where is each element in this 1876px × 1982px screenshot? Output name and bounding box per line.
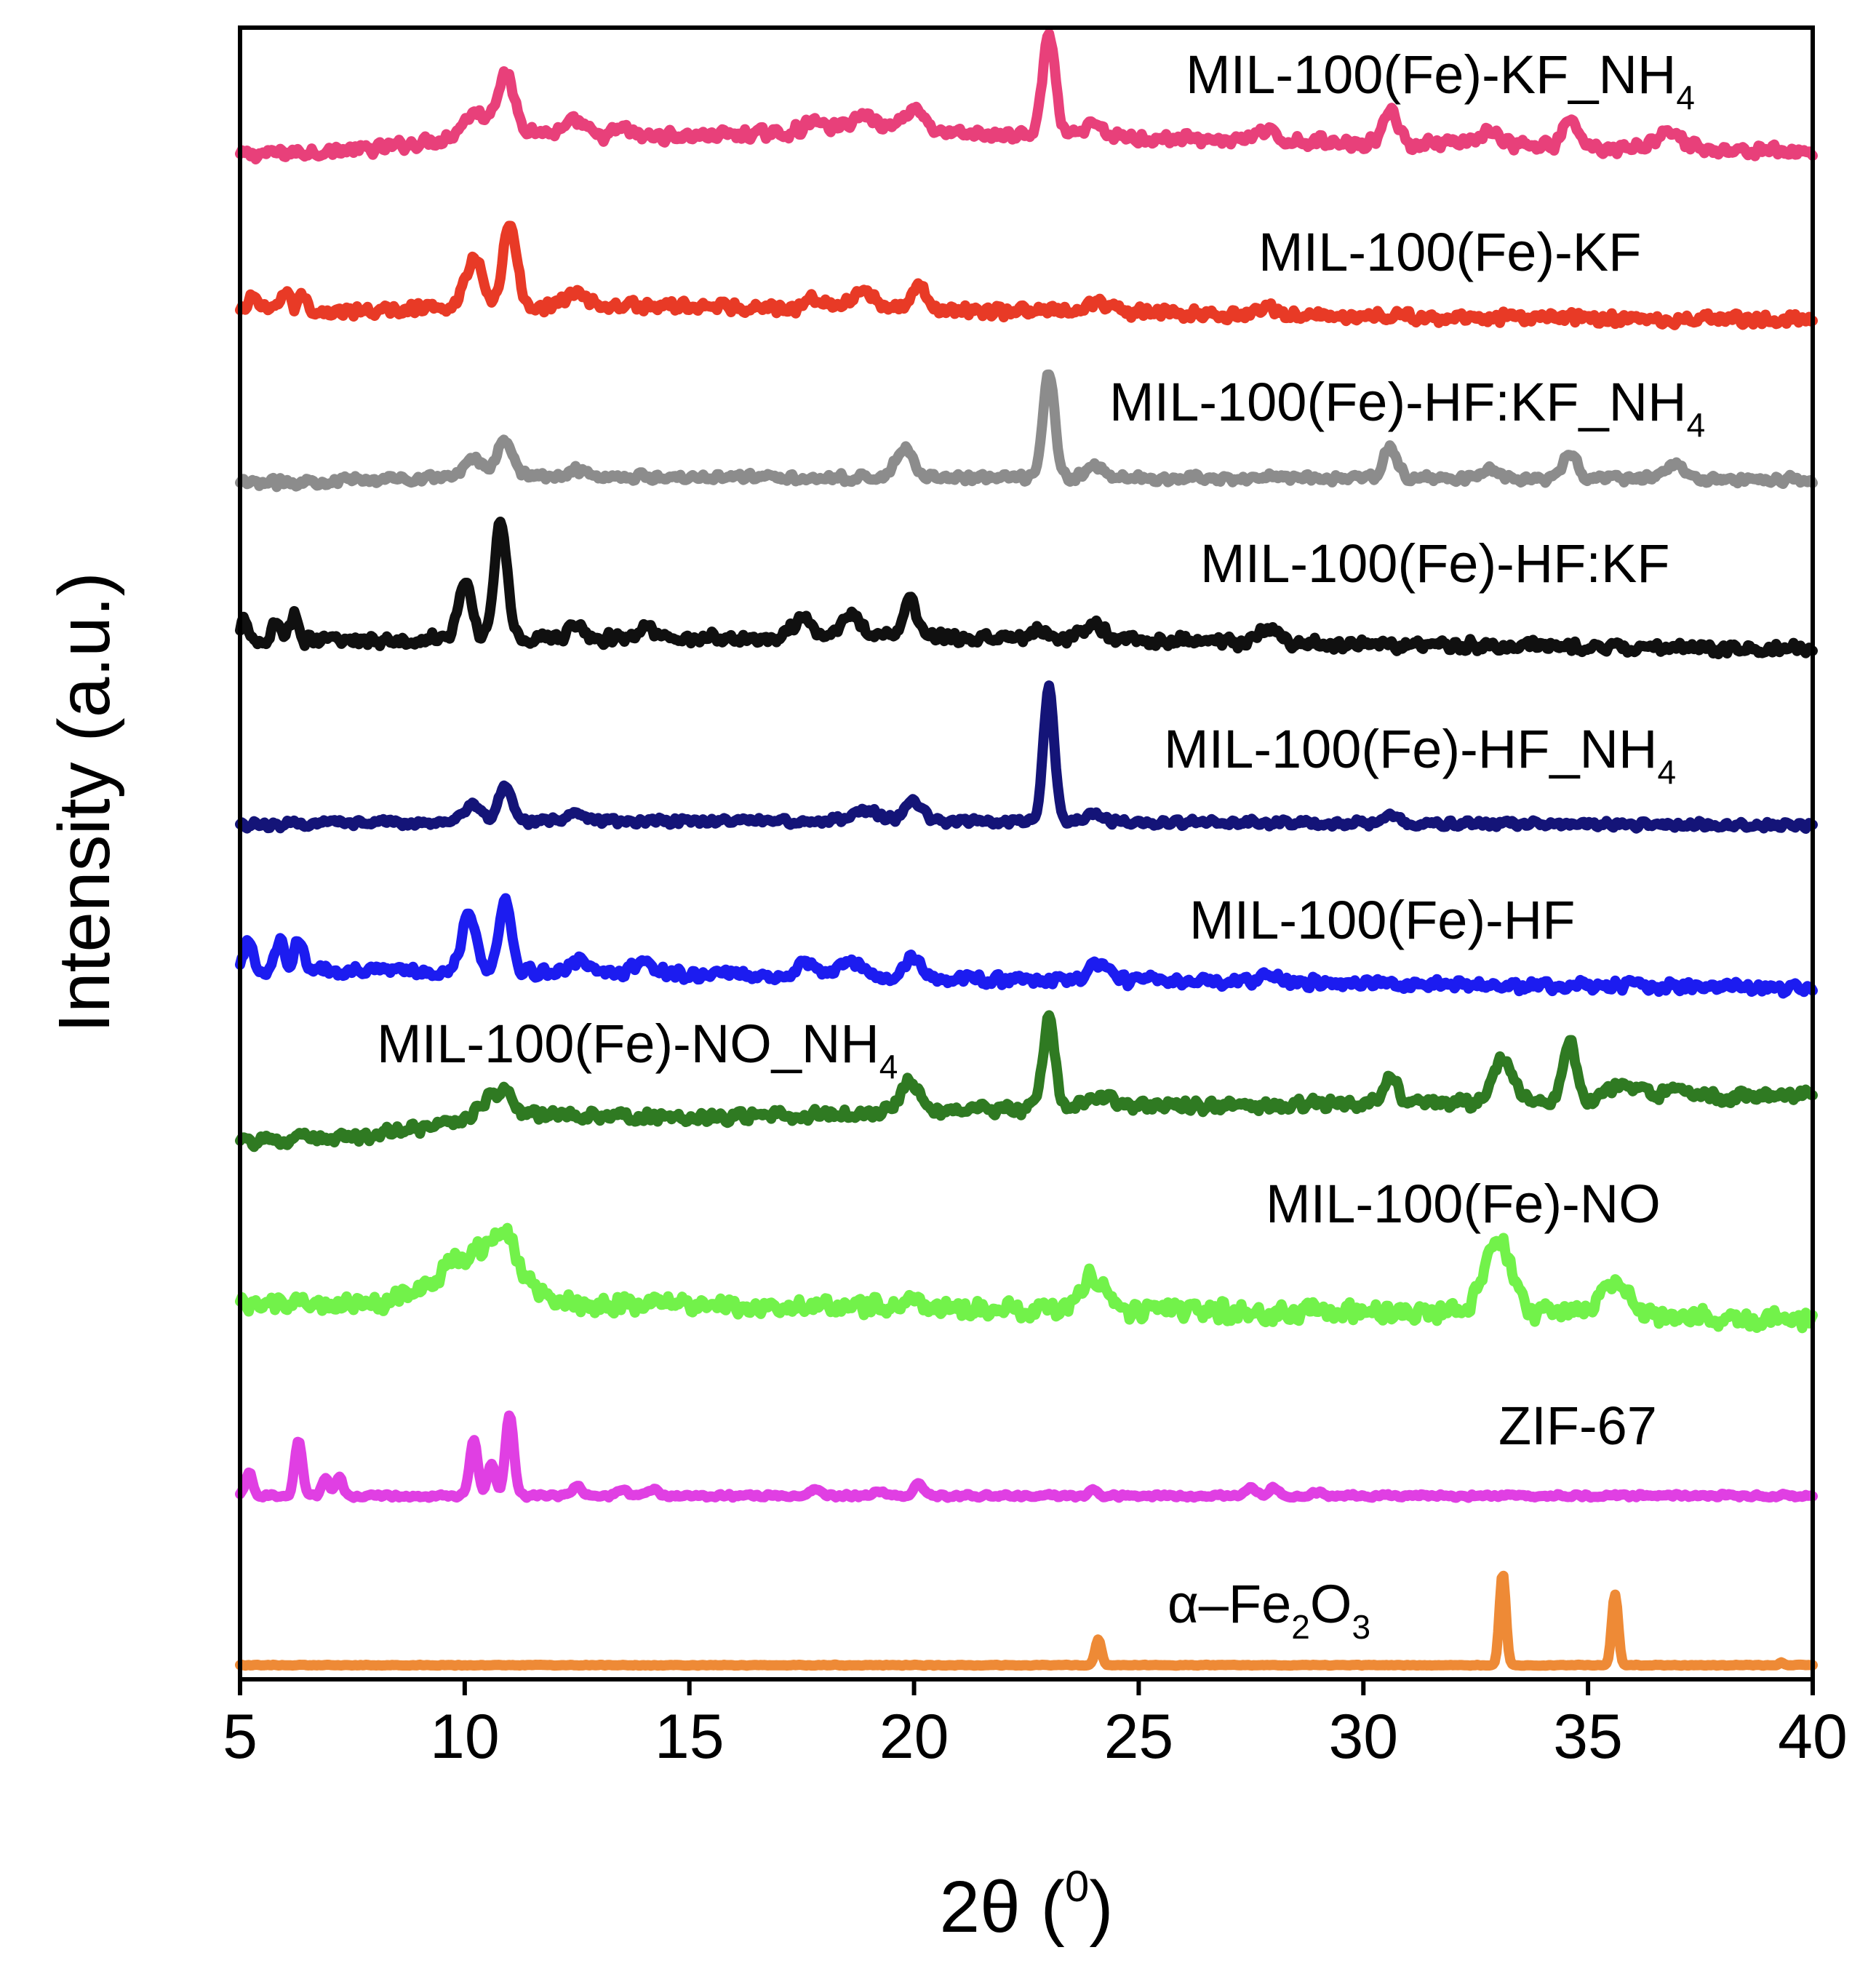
series-labels: MIL-100(Fe)-KF_NH4 MIL-100(Fe)-KF MIL-100(… (377, 44, 1705, 1646)
series-label-5: MIL-100(Fe)-HF (1189, 890, 1575, 950)
x-tick-label-0: 5 (223, 1702, 258, 1772)
x-tick-label-1: 10 (430, 1702, 500, 1772)
series-line-1 (235, 220, 1818, 330)
traces (235, 28, 1818, 1671)
x-axis: 5 10 15 20 25 30 35 40 (223, 1679, 1848, 1772)
x-tick-label-2: 15 (655, 1702, 725, 1772)
series-line-0 (235, 28, 1818, 164)
series-label-1: MIL-100(Fe)-KF (1258, 222, 1641, 282)
series-line-5 (235, 893, 1818, 999)
series-line-8 (235, 1410, 1818, 1503)
plot-frame (238, 25, 1815, 1681)
series-label-6: MIL-100(Fe)-NO_NH4 (377, 1014, 898, 1086)
x-axis-title: 2θ (0) (939, 1862, 1113, 1948)
series-label-0: MIL-100(Fe)-KF_NH4 (1186, 44, 1695, 116)
series-label-9: α–Fe2O3 (1167, 1574, 1370, 1646)
series-line-6 (235, 1010, 1818, 1153)
x-tick-label-5: 30 (1328, 1702, 1398, 1772)
x-tick-label-7: 40 (1778, 1702, 1848, 1772)
series-line-7 (235, 1222, 1818, 1334)
series-label-8: ZIF-67 (1498, 1396, 1657, 1456)
x-tick-label-6: 35 (1553, 1702, 1623, 1772)
series-label-7: MIL-100(Fe)-NO (1266, 1174, 1661, 1234)
series-label-4: MIL-100(Fe)-HF_NH4 (1164, 719, 1676, 791)
series-label-3: MIL-100(Fe)-HF:KF (1200, 533, 1670, 594)
series-line-2 (235, 369, 1818, 493)
series-line-3 (235, 517, 1818, 660)
y-axis-title: Intensity (a.u.) (44, 572, 125, 1033)
series-line-9 (235, 1570, 1818, 1671)
series-label-2: MIL-100(Fe)-HF:KF_NH4 (1109, 372, 1705, 444)
x-tick-label-3: 20 (879, 1702, 949, 1772)
series-line-4 (235, 680, 1818, 834)
x-tick-label-4: 25 (1104, 1702, 1174, 1772)
